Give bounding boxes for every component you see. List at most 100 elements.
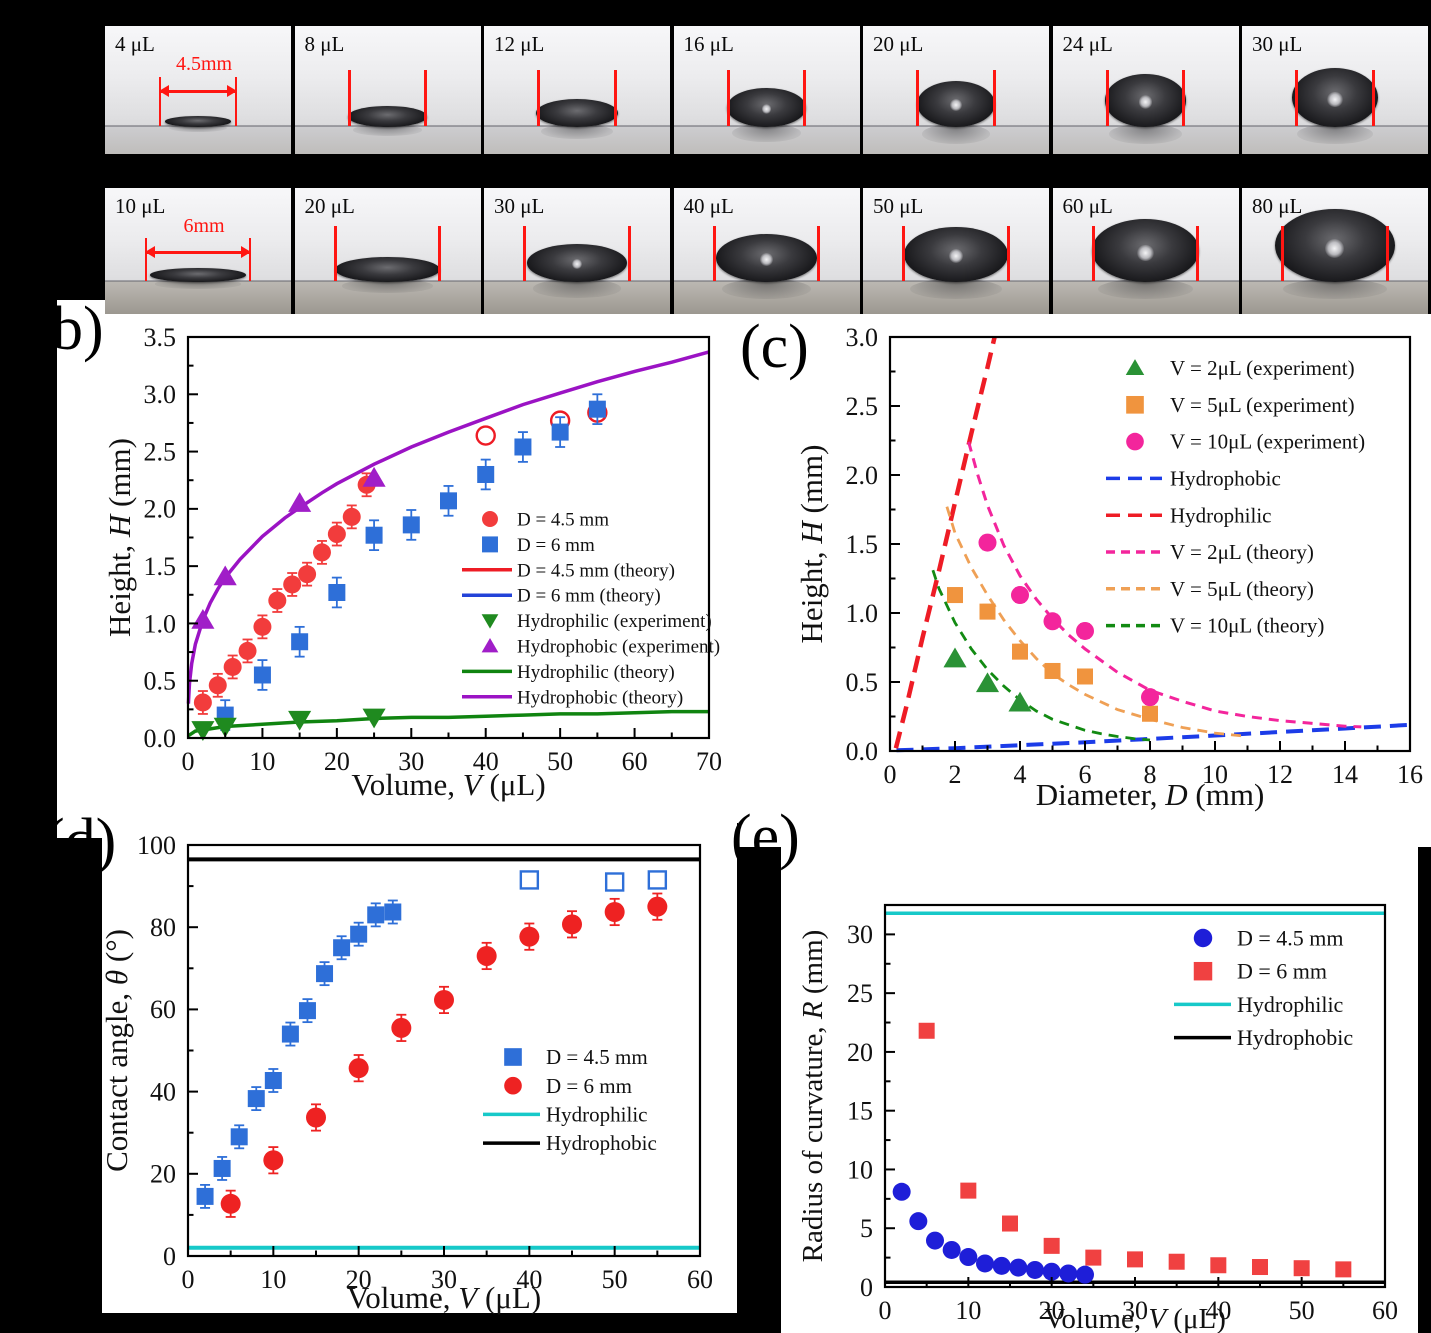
axis-ticks: [884, 904, 1386, 1288]
specular-highlight: [1325, 238, 1345, 258]
svg-text:D = 6 mm: D = 6 mm: [1237, 959, 1327, 984]
svg-text:D = 4.5 mm: D = 4.5 mm: [517, 509, 609, 530]
pin-line-left: [902, 225, 906, 282]
svg-text:D = 4.5 mm (theory): D = 4.5 mm (theory): [517, 560, 675, 581]
specular-highlight: [1327, 91, 1343, 107]
chart-d: 0 10 20 30 40 50 60 0 20 40 60 80 100 Volume, V (μL) C…: [99, 831, 713, 1315]
series-v-5-l-experiment-: [947, 587, 1158, 722]
series-hydrophilic-theory-: [187, 709, 709, 738]
volume-label: 80 μL: [1252, 194, 1303, 218]
chart-b: 0 10 20 30 40 50 60 70 0.0 0.5 1.0 1.5 2.0 2.5 3.0 3.5 V…: [102, 323, 722, 802]
axis-labels: Volume, V (μL) Contact angle, θ (°): [99, 929, 541, 1315]
photo-stage: [484, 281, 670, 314]
photo-stage: [294, 125, 481, 154]
y-axis-label: Radius of curvature, R (mm): [797, 930, 829, 1263]
svg-text:8: 8: [1144, 760, 1157, 789]
droplet-reflection: [155, 279, 241, 289]
svg-text:2.5: 2.5: [846, 392, 879, 421]
svg-text:0.0: 0.0: [846, 737, 879, 766]
measure-arrow: [144, 247, 252, 258]
photo-stage: [1242, 281, 1428, 314]
volume-label: 40 μL: [683, 194, 734, 218]
svg-text:16: 16: [1397, 760, 1423, 789]
svg-text:Hydrophobic: Hydrophobic: [1170, 467, 1281, 491]
svg-text:10: 10: [1202, 760, 1228, 789]
svg-text:V = 2μL (experiment): V = 2μL (experiment): [1170, 356, 1355, 380]
svg-text:0.5: 0.5: [846, 668, 879, 697]
legend: V = 2μL (experiment) V = 5μL (experiment)…: [1106, 356, 1365, 638]
droplet-reflection: [732, 123, 801, 143]
svg-text:0: 0: [182, 1265, 195, 1294]
svg-text:40: 40: [150, 1077, 176, 1106]
volume-label: 20 μL: [873, 32, 924, 56]
svg-text:V = 10μL (experiment): V = 10μL (experiment): [1170, 430, 1365, 454]
svg-text:20: 20: [847, 1038, 873, 1067]
svg-text:0: 0: [182, 747, 195, 776]
pin-line-left: [916, 69, 920, 126]
svg-text:10: 10: [955, 1296, 981, 1325]
pin-line-left: [347, 69, 351, 126]
svg-text:12: 12: [1267, 760, 1293, 789]
svg-text:5: 5: [860, 1214, 873, 1243]
photo-frame: 6mm 10 μL: [105, 188, 291, 314]
svg-text:30: 30: [398, 747, 424, 776]
measure-end-left: [158, 77, 162, 126]
axis-labels: Diameter, D (mm) Height, H (mm): [794, 445, 1264, 812]
svg-text:Hydrophobic: Hydrophobic: [1237, 1025, 1353, 1050]
svg-text:40: 40: [473, 747, 499, 776]
pin-line-right: [817, 225, 821, 282]
svg-text:V = 2μL (theory): V = 2μL (theory): [1170, 540, 1314, 564]
specular-highlight: [761, 103, 772, 114]
specular-highlight: [1137, 244, 1154, 262]
pin-line-right: [613, 69, 617, 126]
svg-text:D = 6 mm (theory): D = 6 mm (theory): [517, 586, 661, 607]
photo-stage: [863, 125, 1049, 154]
volume-label: 60 μL: [1062, 194, 1113, 218]
svg-text:1.0: 1.0: [144, 609, 177, 638]
svg-text:Hydrophilic (theory): Hydrophilic (theory): [517, 662, 675, 683]
panel-d-card: [57, 812, 737, 1313]
svg-text:50: 50: [602, 1265, 628, 1294]
panel-d-left-black-patch: [57, 838, 102, 1313]
photo-frame: 16 μL: [673, 26, 860, 154]
legend: D = 4.5 mm D = 6 mm D = 4.5 mm (theory) D =…: [462, 509, 720, 708]
panel-label-c: (c): [740, 313, 809, 381]
droplet: [348, 106, 427, 127]
svg-text:30: 30: [1122, 1296, 1148, 1325]
svg-text:14: 14: [1332, 760, 1358, 789]
photo-frame: 50 μL: [863, 188, 1049, 314]
panel-c-card: [738, 300, 1431, 847]
photo-stage: [484, 125, 670, 154]
svg-text:3.0: 3.0: [846, 323, 879, 352]
droplet-reflection: [168, 123, 228, 132]
series-d-6-mm: [918, 1022, 1352, 1278]
pin-line-left: [537, 69, 541, 126]
photo-stage: [673, 281, 860, 314]
volume-label: 12 μL: [494, 32, 545, 56]
photo-frame: 20 μL: [294, 188, 481, 314]
measure-end-right: [248, 238, 252, 282]
svg-text:20: 20: [1039, 1296, 1065, 1325]
svg-text:0: 0: [163, 1242, 176, 1271]
svg-text:D = 4.5 mm: D = 4.5 mm: [546, 1045, 648, 1069]
axis-labels: Volume, V (μL) Radius of curvature, R (mm…: [797, 930, 1226, 1333]
pin-line-right: [992, 69, 996, 126]
series-hydrophilic: [893, 336, 997, 749]
photo-frame: 4.5mm 4 μL: [105, 26, 291, 154]
panel-b-card: [57, 300, 738, 823]
svg-text:Hydrophobic (theory): Hydrophobic (theory): [517, 687, 683, 708]
svg-text:Hydrophilic: Hydrophilic: [1170, 503, 1271, 527]
svg-text:Hydrophilic: Hydrophilic: [546, 1103, 647, 1127]
photo-frame: 20 μL: [863, 26, 1049, 154]
volume-label: 30 μL: [494, 194, 545, 218]
droplet-reflection: [540, 123, 613, 139]
svg-text:20: 20: [346, 1265, 372, 1294]
series-d-6-mm: [220, 892, 668, 1218]
series-d-4-5-mm: [892, 1182, 1094, 1284]
photo-stage: [105, 125, 291, 154]
droplet-reflection: [1297, 123, 1373, 144]
pin-line-left: [1281, 225, 1285, 282]
droplet-reflection: [353, 123, 422, 136]
volume-label: 16 μL: [683, 32, 734, 56]
svg-text:50: 50: [1289, 1296, 1315, 1325]
